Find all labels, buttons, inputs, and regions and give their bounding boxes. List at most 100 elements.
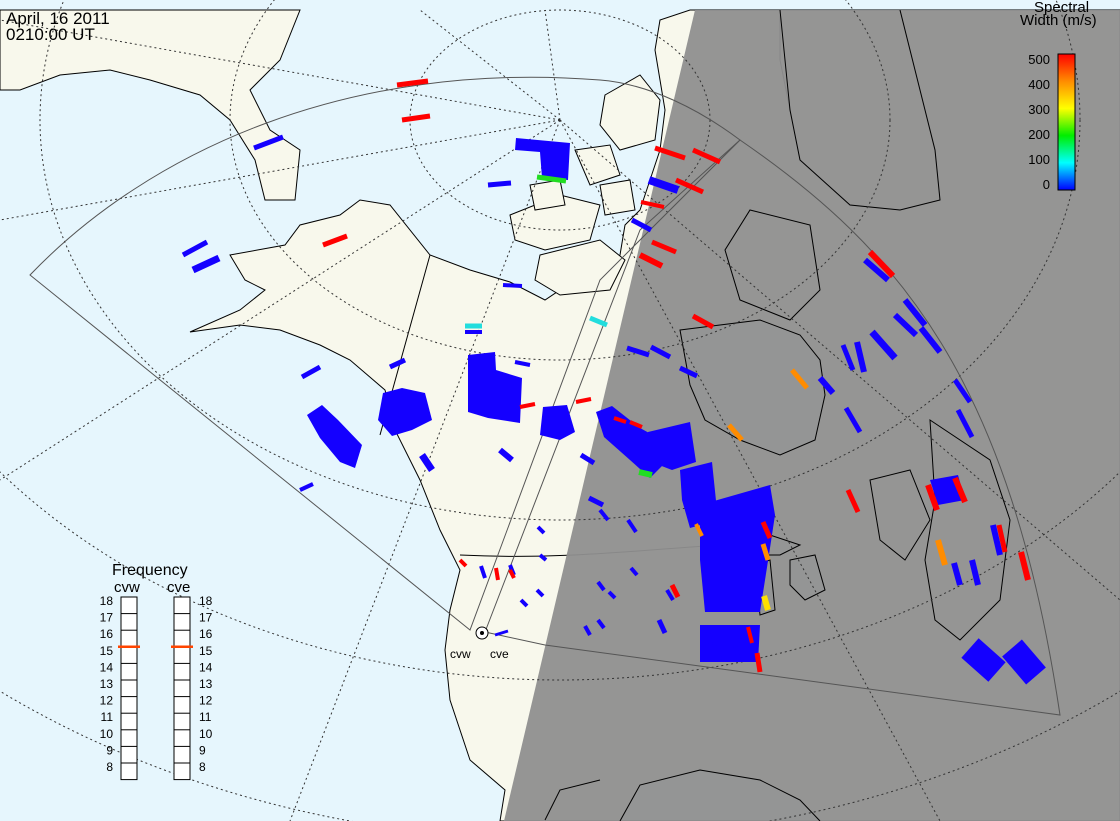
scatter-cell bbox=[678, 365, 699, 379]
scatter-cell bbox=[733, 644, 741, 661]
scatter-cell bbox=[388, 357, 407, 370]
scatter-cell bbox=[737, 630, 744, 646]
colorbar-title-line2: Width (m/s) bbox=[1020, 12, 1097, 29]
scatter-cell-cluster bbox=[700, 485, 775, 612]
scatter-cell bbox=[626, 345, 650, 358]
frequency-level-right: 13 bbox=[199, 677, 213, 691]
scatter-cell bbox=[583, 625, 592, 636]
scatter-cell bbox=[694, 523, 704, 537]
frequency-level-left: 16 bbox=[100, 627, 114, 641]
scatter-cell bbox=[536, 174, 567, 184]
scatter-cell bbox=[638, 252, 664, 269]
scatter-cell bbox=[867, 249, 896, 279]
fov-cvw-outline bbox=[29, 76, 741, 631]
radar-label-cvw: cvw bbox=[450, 647, 471, 661]
frequency-column-cvw bbox=[120, 596, 138, 781]
scatter-cell-cluster bbox=[468, 352, 522, 423]
scatter-cell bbox=[596, 580, 606, 592]
scatter-cell bbox=[598, 508, 610, 522]
scatter-cell bbox=[649, 344, 672, 360]
scatter-cell bbox=[952, 476, 968, 504]
date-label: April, 16 2011 bbox=[6, 9, 110, 28]
scatter-cell bbox=[952, 378, 973, 404]
scatter-cell bbox=[665, 588, 675, 602]
colorbar-tick-label: 400 bbox=[1028, 77, 1050, 92]
frequency-col-cve: cve bbox=[167, 579, 190, 596]
scatter-cell bbox=[538, 553, 548, 562]
scatter-cell bbox=[487, 180, 512, 188]
colorbar-tick-label: 100 bbox=[1028, 152, 1050, 167]
scatter-cell bbox=[863, 257, 890, 283]
scatter-cell bbox=[401, 113, 431, 123]
scatter-cell bbox=[845, 488, 861, 514]
latitude-circle-70 bbox=[229, 0, 891, 361]
colorbar-tick-label: 200 bbox=[1028, 127, 1050, 142]
colorbar-frame bbox=[1057, 53, 1076, 191]
night-side-shading bbox=[504, 10, 1120, 821]
scatter-cell bbox=[996, 524, 1008, 553]
frequency-level-left: 9 bbox=[106, 743, 113, 757]
frequency-title: Frequency bbox=[112, 562, 188, 579]
radar-site-dot bbox=[480, 631, 484, 635]
scatter-cell bbox=[951, 562, 963, 586]
scatter-cell-cluster bbox=[700, 625, 760, 662]
frequency-column-cve bbox=[173, 596, 191, 781]
scatter-cell bbox=[519, 598, 529, 608]
scatter-cell bbox=[596, 618, 606, 630]
frequency-level-left: 11 bbox=[101, 710, 114, 724]
frequency-level-left: 17 bbox=[100, 611, 114, 625]
scatter-cell bbox=[706, 631, 713, 646]
time-label: 0210:00 UT bbox=[6, 25, 95, 44]
scatter-cell bbox=[651, 239, 677, 255]
frequency-level-right: 9 bbox=[199, 743, 206, 757]
scatter-cell bbox=[854, 341, 867, 373]
scatter-cell bbox=[181, 239, 209, 258]
scatter-cell bbox=[1018, 551, 1031, 581]
frequency-level-right: 11 bbox=[199, 710, 212, 724]
frequency-level-left: 12 bbox=[100, 694, 114, 708]
scatter-cell bbox=[494, 629, 509, 637]
scatter-cell bbox=[479, 565, 487, 579]
scatter-cell bbox=[629, 566, 639, 577]
scatter-cell bbox=[502, 283, 523, 288]
colorbar-tick-label: 300 bbox=[1028, 102, 1050, 117]
scatter-cell bbox=[760, 520, 773, 540]
scatter-cell bbox=[869, 329, 898, 361]
colorbar-tick-label: 0 bbox=[1043, 177, 1050, 192]
frequency-scale: 18 18 17 17 16 16 15 15 14 14 13 13 12 12 11 11 10 10 9 9 8 8 bbox=[100, 594, 213, 781]
scatter-cell-cluster bbox=[540, 405, 575, 440]
scatter-cell bbox=[458, 558, 468, 568]
frequency-level-left: 8 bbox=[106, 760, 113, 774]
scatter-cell bbox=[494, 567, 500, 581]
frequency-panel: Frequency cvw cve 18 18 17 17 16 16 15 15 14 14 13… bbox=[100, 562, 213, 781]
scatter-cell bbox=[790, 368, 809, 390]
scatter-cell bbox=[654, 145, 686, 161]
scatter-cell bbox=[191, 254, 221, 274]
scatter-cell-cluster bbox=[378, 388, 432, 436]
frequency-level-left: 18 bbox=[100, 594, 114, 608]
frequency-level-right: 16 bbox=[199, 627, 213, 641]
arctic-island-somerset bbox=[599, 179, 636, 216]
scatter-cell bbox=[935, 539, 948, 566]
scatter-cell bbox=[638, 469, 653, 478]
scatter-cell bbox=[589, 315, 608, 328]
scatter-cell bbox=[746, 626, 754, 644]
scatter-cell bbox=[918, 326, 943, 354]
frequency-level-left: 14 bbox=[100, 660, 114, 674]
scatter-cell-cluster bbox=[307, 405, 362, 468]
scatter-cell bbox=[990, 524, 1003, 556]
scatter-cell bbox=[647, 176, 680, 194]
frequency-level-left: 15 bbox=[100, 644, 114, 658]
arctic-island-victoria bbox=[534, 239, 626, 296]
scatter-cell bbox=[669, 583, 681, 599]
scatter-cell bbox=[1002, 639, 1046, 685]
scatter-cell bbox=[419, 453, 435, 472]
frequency-level-right: 17 bbox=[199, 611, 213, 625]
frequency-level-right: 10 bbox=[199, 727, 213, 741]
scatter-cell bbox=[754, 652, 763, 673]
scatter-cell bbox=[613, 416, 627, 424]
radar-site-markers: cvw cve bbox=[450, 626, 509, 661]
frequency-level-right: 18 bbox=[199, 594, 213, 608]
scatter-cell bbox=[587, 495, 605, 508]
